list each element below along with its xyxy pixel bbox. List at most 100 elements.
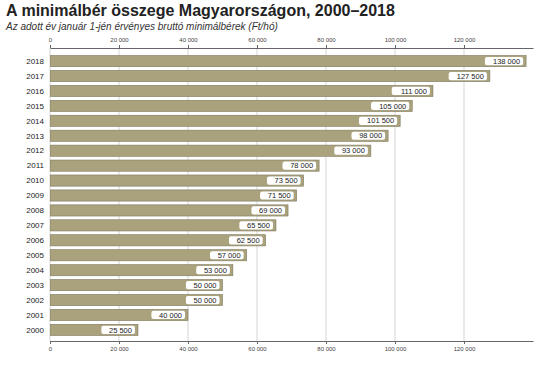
tick-mark — [257, 341, 258, 344]
tick-label: 40 000 — [179, 346, 198, 352]
category-labels: 2018201720162015201420132012201120102009… — [26, 57, 44, 335]
data-label: 71 500 — [268, 191, 291, 200]
tick: 100 000 — [385, 341, 407, 352]
tick: 20 000 — [110, 341, 129, 352]
category-label: 2012 — [26, 146, 44, 155]
tick: 40 000 — [179, 341, 198, 352]
tick-mark — [464, 45, 465, 48]
category-label: 2015 — [26, 102, 44, 111]
category-label: 2001 — [26, 311, 44, 320]
tick: 100 000 — [385, 37, 407, 48]
grid-line — [464, 48, 465, 341]
data-label: 138 000 — [493, 57, 520, 66]
bar — [50, 70, 490, 81]
chart: A minimálbér összege Magyarországon, 200… — [0, 0, 555, 375]
category-label: 2018 — [26, 57, 44, 66]
data-label-box — [251, 206, 285, 214]
data-label-box — [267, 176, 301, 184]
tick: 0 — [49, 341, 53, 352]
data-label-box — [485, 57, 523, 65]
data-label-box — [186, 296, 220, 304]
data-label-box — [186, 281, 220, 289]
tick: 60 000 — [248, 341, 267, 352]
data-label-box — [239, 221, 273, 229]
tick: 80 000 — [317, 37, 336, 48]
tick-mark — [188, 45, 189, 48]
data-label: 62 500 — [237, 236, 260, 245]
tick-label: 0 — [49, 346, 53, 352]
tick-label: 80 000 — [317, 37, 336, 43]
category-label: 2011 — [27, 161, 45, 170]
tick-mark — [119, 45, 120, 48]
tick: 0 — [49, 37, 53, 48]
data-label-box — [392, 87, 430, 95]
data-label: 101 500 — [367, 116, 394, 125]
tick-label: 60 000 — [248, 37, 267, 43]
tick-label: 20 000 — [110, 37, 129, 43]
data-labels: 138 000127 500111 000105 000101 50098 00… — [101, 57, 523, 335]
axis-line — [51, 48, 534, 49]
x-axis-bottom: 0 20 000 40 000 60 000 80 000 100 000 120 000 — [49, 341, 534, 352]
bars — [50, 55, 526, 335]
data-label-box — [359, 117, 397, 125]
bar — [50, 55, 526, 66]
tick-label: 120 000 — [454, 37, 476, 43]
tick-label: 0 — [49, 37, 53, 43]
tick-label: 40 000 — [179, 37, 198, 43]
category-label: 2009 — [26, 191, 44, 200]
grid — [50, 48, 464, 341]
tick-mark — [395, 45, 396, 48]
background — [0, 0, 555, 375]
bar — [50, 175, 304, 186]
bar — [50, 130, 388, 141]
tick-mark — [326, 45, 327, 48]
bar — [50, 265, 233, 276]
data-label: 105 000 — [379, 102, 406, 111]
bar — [50, 220, 276, 231]
title: A minimálbér összege Magyarországon, 200… — [6, 2, 395, 19]
data-label: 93 000 — [342, 146, 365, 155]
category-label: 2004 — [26, 266, 44, 275]
tick-mark — [188, 341, 189, 344]
category-label: 2006 — [26, 236, 44, 245]
data-label: 57 000 — [218, 251, 241, 260]
tick-label: 80 000 — [317, 346, 336, 352]
data-label: 40 000 — [159, 311, 182, 320]
bar — [50, 145, 371, 156]
tick-mark — [257, 45, 258, 48]
data-label: 69 000 — [259, 206, 282, 215]
tick: 20 000 — [110, 37, 129, 48]
tick-mark — [119, 341, 120, 344]
category-label: 2000 — [26, 326, 44, 335]
tick: 120 000 — [454, 37, 476, 48]
data-label: 73 500 — [275, 176, 298, 185]
data-label-box — [283, 162, 317, 170]
bar — [50, 115, 400, 126]
tick-mark — [326, 341, 327, 344]
data-label-box — [210, 251, 244, 259]
tick-mark — [464, 341, 465, 344]
bar — [50, 294, 223, 305]
tick: 120 000 — [454, 341, 476, 352]
tick: 40 000 — [179, 37, 198, 48]
bar — [50, 250, 247, 261]
category-label: 2005 — [26, 251, 44, 260]
data-label-box — [260, 191, 294, 199]
bar — [50, 309, 188, 320]
bar — [50, 160, 319, 171]
category-label: 2017 — [26, 72, 44, 81]
data-label-box — [101, 326, 135, 334]
data-label-box — [151, 311, 185, 319]
data-label-box — [352, 132, 386, 140]
tick-mark — [395, 341, 396, 344]
x-axis-top: 0 20 000 40 000 60 000 80 000 100 000 120 000 — [49, 37, 534, 49]
bar — [50, 85, 433, 96]
data-label: 127 500 — [457, 72, 484, 81]
bar — [50, 235, 266, 246]
bar — [50, 190, 297, 201]
axis-line — [51, 341, 534, 342]
category-label: 2016 — [26, 87, 44, 96]
category-label: 2008 — [26, 206, 44, 215]
tick-label: 60 000 — [248, 346, 267, 352]
tick-label: 120 000 — [454, 346, 476, 352]
